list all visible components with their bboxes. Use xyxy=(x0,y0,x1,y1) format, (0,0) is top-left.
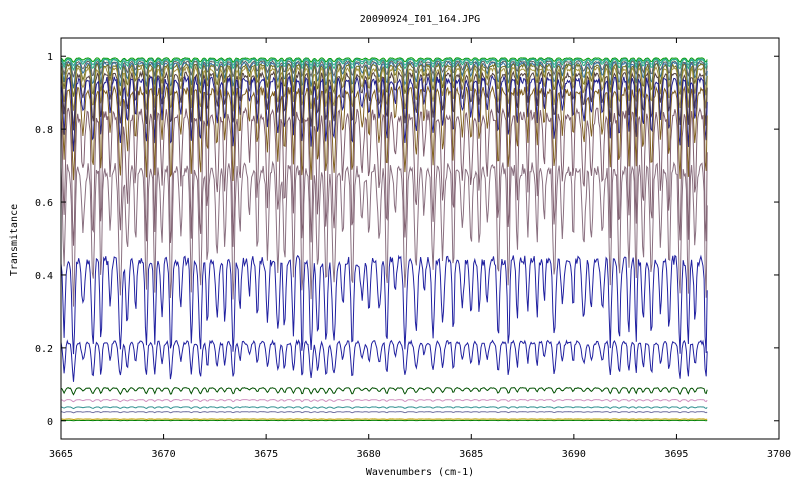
chart-title: 20090924_I01_164.JPG xyxy=(360,14,480,25)
series-line-15 xyxy=(60,387,708,396)
x-tick-label: 3695 xyxy=(664,449,688,460)
x-tick-label: 3700 xyxy=(767,449,791,460)
series-line-4 xyxy=(60,60,708,80)
series-line-10 xyxy=(60,85,708,182)
series-line-18 xyxy=(60,411,708,414)
plot-frame xyxy=(60,37,780,440)
series-line-9 xyxy=(60,75,708,152)
y-tick-label: 0.6 xyxy=(35,198,53,209)
x-axis-label: Wavenumbers (cm-1) xyxy=(366,467,474,478)
series-line-13 xyxy=(60,254,708,355)
y-tick-label: 0 xyxy=(47,417,53,428)
series-line-16 xyxy=(60,398,708,403)
series-line-3 xyxy=(60,58,708,72)
series-line-19 xyxy=(61,418,708,421)
series-line-11 xyxy=(60,106,708,247)
x-tick-label: 3685 xyxy=(459,449,483,460)
x-tick-label: 3670 xyxy=(152,449,176,460)
x-tick-label: 3675 xyxy=(254,449,278,460)
x-tick-label: 3665 xyxy=(49,449,73,460)
series-line-1 xyxy=(60,57,708,63)
series-line-14 xyxy=(60,339,708,382)
series-layer xyxy=(60,57,708,422)
series-line-17 xyxy=(60,406,708,410)
y-axis-label: Transmitance xyxy=(9,204,20,276)
y-tick-label: 0.8 xyxy=(35,125,53,136)
x-tick-label: 3690 xyxy=(562,449,586,460)
series-line-7 xyxy=(60,65,708,112)
y-axis: 0 0.2 0.4 0.6 0.8 1 xyxy=(35,52,779,428)
y-tick-label: 1 xyxy=(47,52,53,63)
series-line-6 xyxy=(60,62,708,97)
x-tick-label: 3680 xyxy=(357,449,381,460)
x-axis: 3665 3670 3675 3680 3685 3690 3695 3700 xyxy=(49,38,791,460)
series-line-12 xyxy=(60,160,708,307)
y-tick-label: 0.4 xyxy=(35,271,53,282)
y-tick-label: 0.2 xyxy=(35,344,53,355)
